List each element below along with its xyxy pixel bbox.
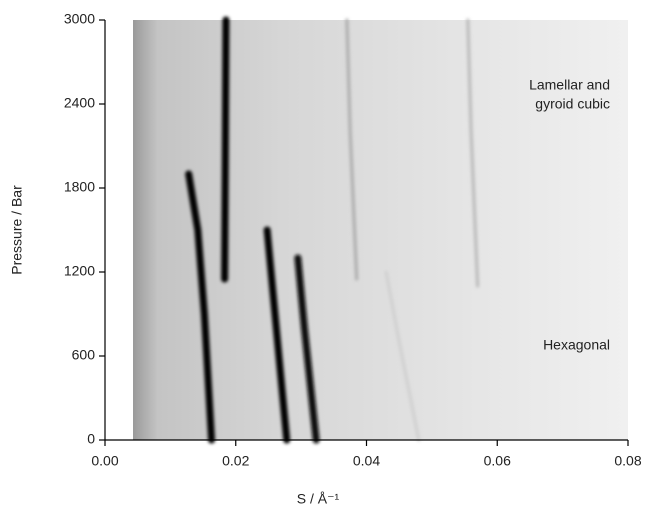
x-tick-label: 0.02: [222, 453, 249, 469]
y-tick-label: 1800: [64, 179, 95, 195]
y-tick-label: 1200: [64, 263, 95, 279]
y-tick-label: 3000: [64, 11, 95, 27]
y-axis-label: Pressure / Bar: [9, 185, 25, 275]
y-tick-label: 600: [72, 347, 96, 363]
annotation: gyroid cubic: [535, 96, 610, 112]
x-tick-label: 0.00: [91, 453, 118, 469]
peak-trace: [221, 16, 230, 283]
annotation: Hexagonal: [543, 337, 610, 353]
peak-trace: [294, 254, 320, 444]
y-tick-label: 2400: [64, 95, 95, 111]
y-tick-label: 0: [87, 431, 95, 447]
x-axis-label: S / Å⁻¹: [297, 491, 340, 507]
x-tick-label: 0.04: [353, 453, 380, 469]
annotation: Lamellar and: [529, 77, 610, 93]
peak-trace: [345, 18, 359, 281]
peak-trace: [466, 18, 480, 288]
peak-trace: [263, 226, 291, 444]
peak-trace: [185, 170, 216, 444]
peak-trace: [384, 270, 421, 442]
x-tick-label: 0.06: [484, 453, 511, 469]
x-tick-label: 0.08: [614, 453, 641, 469]
intensity-background: [133, 20, 628, 440]
